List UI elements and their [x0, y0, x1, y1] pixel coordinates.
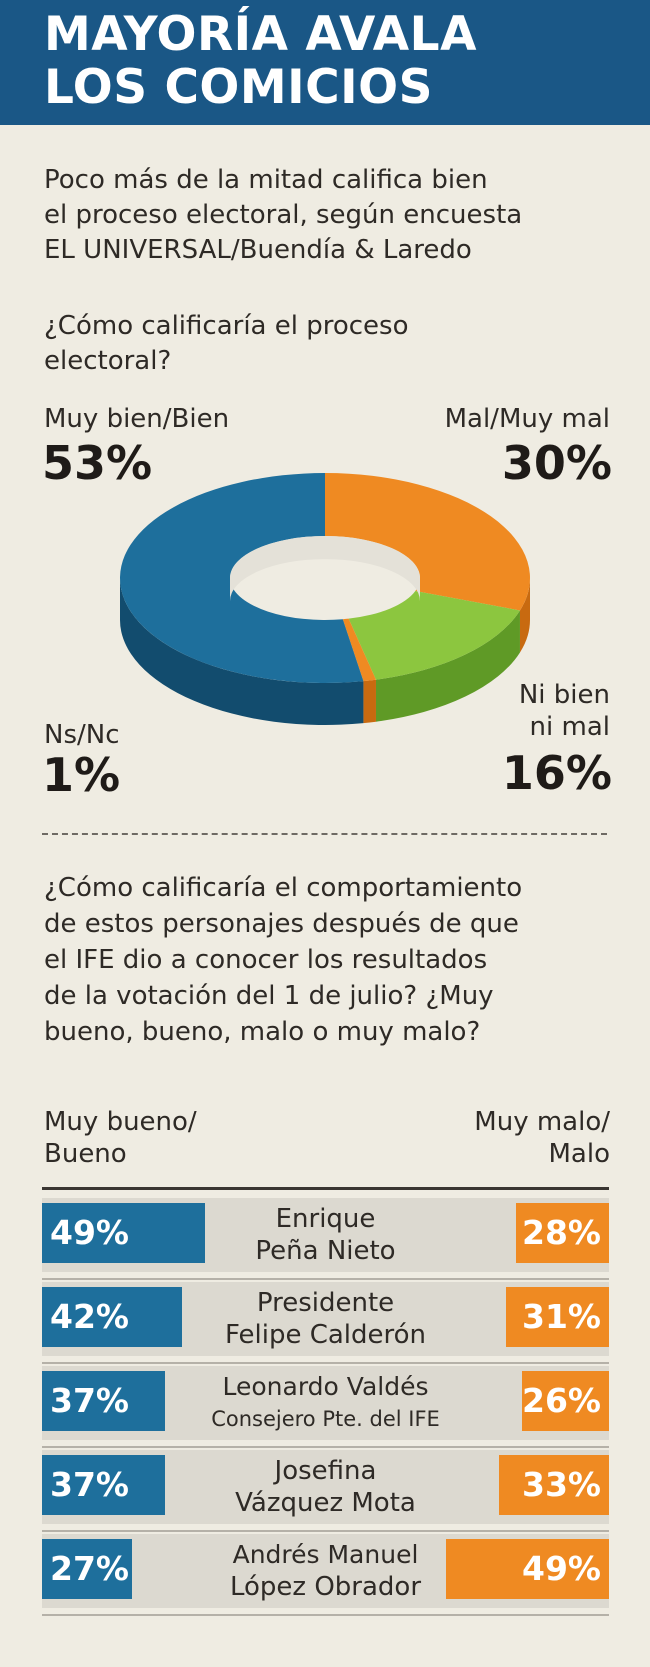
table-top-rule — [42, 1187, 609, 1190]
table-row: 27% 49% Andrés Manuel López Obrador — [42, 1534, 609, 1616]
bar-good-label: 49% — [50, 1213, 129, 1252]
bar-bad-label: 31% — [522, 1297, 601, 1336]
slice-label-ni-bien-2: ni mal — [529, 712, 610, 742]
section-divider — [42, 833, 607, 835]
slice-label-mal: Mal/Muy mal — [444, 404, 610, 434]
slice-label-muy-bien: Muy bien/Bien — [44, 404, 230, 434]
bar-good-label: 42% — [50, 1297, 129, 1336]
question2-line5: bueno, bueno, malo o muy malo? — [44, 1017, 481, 1047]
person-name: Leonardo Valdés Consejero Pte. del IFE — [182, 1371, 469, 1435]
row-divider — [42, 1362, 609, 1364]
donut-side-3 — [120, 578, 364, 725]
person-name-line2: Vázquez Mota — [235, 1488, 416, 1518]
bar-bad — [446, 1539, 609, 1599]
intro-line2: el proceso electoral, según encuesta — [44, 200, 523, 230]
question2-line2: de estos personajes después de que — [44, 909, 519, 939]
person-name-line2: Peña Nieto — [255, 1236, 396, 1266]
row-divider — [42, 1278, 609, 1280]
col-header-good-1: Muy bueno/ — [44, 1107, 197, 1137]
bar-bad-label: 49% — [522, 1549, 601, 1588]
table-row: 42% 31% Presidente Felipe Calderón — [42, 1282, 609, 1364]
table-row: 37% 26% Leonardo Valdés Consejero Pte. del … — [42, 1366, 609, 1448]
donut-slice-0 — [325, 473, 530, 611]
row-divider — [42, 1614, 609, 1616]
col-header-bad-2: Malo — [548, 1139, 611, 1169]
bar-good — [42, 1371, 165, 1431]
slice-value-ni-bien: 16% — [501, 746, 612, 800]
intro-line1: Poco más de la mitad califica bien — [44, 165, 488, 195]
bar-bad — [522, 1371, 609, 1431]
bar-bad — [499, 1455, 609, 1515]
slice-value-muy-bien: 53% — [42, 436, 153, 490]
slice-value-nsnc: 1% — [42, 748, 121, 802]
bar-good-label: 27% — [50, 1549, 129, 1588]
table-row: 49% 28% Enrique Peña Nieto — [42, 1198, 609, 1280]
bar-bad — [516, 1203, 609, 1263]
question2-line1: ¿Cómo calificaría el comportamiento — [44, 873, 523, 903]
bar-bad-label: 28% — [522, 1213, 601, 1252]
row-divider — [42, 1446, 609, 1448]
donut-side-0 — [519, 578, 530, 653]
col-header-bad-1: Muy malo/ — [474, 1107, 610, 1137]
bar-bad-label: 33% — [522, 1465, 601, 1504]
person-name-line1: Andrés Manuel — [232, 1540, 419, 1569]
person-name-line1: Josefina — [274, 1456, 377, 1486]
person-name-line1: Presidente — [256, 1288, 395, 1318]
question1-line1: ¿Cómo calificaría el proceso — [44, 311, 409, 341]
table-row: 37% 33% Josefina Vázquez Mota — [42, 1450, 609, 1532]
bar-good-label: 37% — [50, 1465, 129, 1504]
col-header-good-2: Bueno — [44, 1139, 127, 1169]
bar-good-label: 37% — [50, 1381, 129, 1420]
slice-label-nsnc: Ns/Nc — [44, 720, 120, 750]
person-name: Enrique Peña Nieto — [182, 1203, 469, 1267]
page-title-line1: MAYORÍA AVALA — [44, 7, 477, 62]
bar-good — [42, 1287, 182, 1347]
person-name-line2: López Obrador — [229, 1572, 422, 1602]
person-name-line1: Enrique — [275, 1204, 376, 1234]
donut-side-2 — [363, 679, 376, 724]
slice-label-ni-bien-1: Ni bien — [518, 680, 610, 710]
bar-good — [42, 1455, 165, 1515]
person-name: Josefina Vázquez Mota — [182, 1455, 469, 1519]
bar-bad — [506, 1287, 609, 1347]
person-name-line2: Consejero Pte. del IFE — [211, 1407, 440, 1431]
slice-value-mal: 30% — [501, 436, 612, 490]
donut-side-1 — [375, 610, 520, 722]
person-name: Andrés Manuel López Obrador — [182, 1539, 469, 1603]
question1-line2: electoral? — [44, 346, 172, 376]
row-divider — [42, 1530, 609, 1532]
donut-slice-3 — [120, 473, 364, 683]
page-title-line2: LOS COMICIOS — [44, 60, 433, 115]
person-name-line1: Leonardo Valdés — [222, 1372, 429, 1401]
question2-line4: de la votación del 1 de julio? ¿Muy — [44, 981, 494, 1011]
donut-hole — [230, 536, 420, 602]
bar-good — [42, 1539, 132, 1599]
donut-slice-1 — [348, 590, 520, 680]
bar-bad-label: 26% — [522, 1381, 601, 1420]
person-name-line2: Felipe Calderón — [224, 1320, 427, 1350]
person-name: Presidente Felipe Calderón — [182, 1287, 469, 1351]
intro-line3: EL UNIVERSAL/Buendía & Laredo — [44, 235, 472, 265]
donut-chart — [120, 473, 530, 725]
donut-slice-2 — [342, 618, 376, 682]
header-banner: MAYORÍA AVALA LOS COMICIOS — [0, 0, 650, 125]
bar-good — [42, 1203, 205, 1263]
question2-line3: el IFE dio a conocer los resultados — [44, 945, 488, 975]
